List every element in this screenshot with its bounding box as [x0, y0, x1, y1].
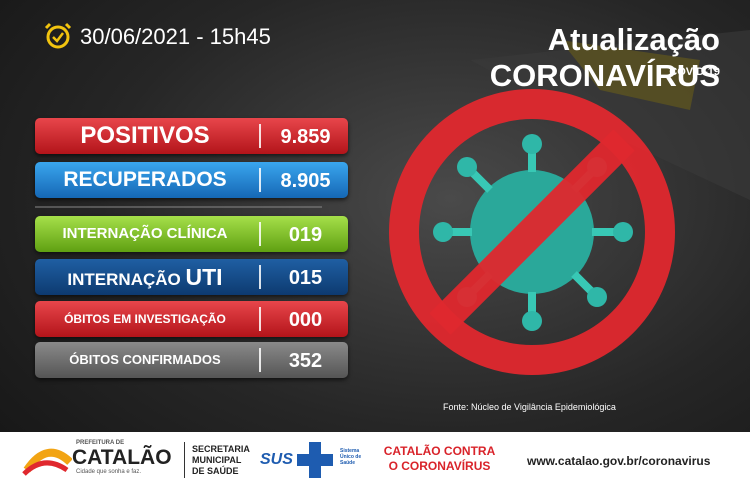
stat-label: RECUPERADOS	[35, 162, 255, 198]
secretariat-line: DE SAÚDE	[192, 466, 239, 476]
logo-caption: PREFEITURA DE	[76, 440, 125, 446]
stat-label: ÓBITOS EM INVESTIGAÇÃO	[35, 301, 255, 337]
sus-logo: SUS	[260, 451, 293, 468]
stat-value: 8.905	[280, 170, 331, 192]
stat-row: POSITIVOS 9.859	[35, 118, 348, 154]
campaign-line: O CORONAVÍRUS	[388, 459, 491, 473]
stat-value: 352	[288, 350, 323, 372]
stat-label: INTERNAÇÃO CLÍNICA	[35, 216, 255, 252]
stat-label-emphasis: UTI	[185, 264, 223, 290]
stat-row: INTERNAÇÃO UTI 015	[35, 259, 348, 295]
stat-value: 015	[288, 267, 323, 289]
virus-prohibited-icon	[389, 89, 675, 375]
stat-label: INTERNAÇÃO UTI	[35, 259, 255, 295]
stat-label-text: POSITIVOS	[80, 122, 210, 149]
stat-value: 9.859	[280, 126, 331, 148]
stat-row: ÓBITOS CONFIRMADOS 352	[35, 342, 348, 378]
separator	[259, 222, 261, 246]
stat-label-text: INTERNAÇÃO	[67, 270, 181, 289]
stat-label-text: RECUPERADOS	[63, 168, 227, 191]
campaign: CATALÃO CONTRA O CORONAVÍRUS	[372, 444, 507, 474]
stat-label-text: ÓBITOS EM INVESTIGAÇÃO	[64, 312, 226, 326]
sus-caption: Sistema Único de Saúde	[340, 448, 362, 466]
separator	[259, 168, 261, 192]
website: www.catalao.gov.br/coronavirus	[527, 454, 711, 468]
secretariat-line: SECRETARIA	[192, 444, 250, 454]
stat-value: 000	[288, 309, 323, 331]
separator	[259, 124, 261, 148]
stat-label-text: ÓBITOS CONFIRMADOS	[69, 352, 221, 367]
separator	[259, 348, 261, 372]
stat-row: ÓBITOS EM INVESTIGAÇÃO 000	[35, 301, 348, 337]
background-art	[35, 22, 750, 375]
stat-row: RECUPERADOS 8.905	[35, 162, 348, 198]
logo-slogan: Cidade que sonha e faz.	[76, 469, 142, 475]
title: Atualização CORONAVÍRUS	[489, 22, 720, 93]
subtitle: COVID-19	[669, 66, 720, 78]
stat-row: INTERNAÇÃO CLÍNICA 019	[35, 216, 348, 252]
stat-label-text: INTERNAÇÃO CLÍNICA	[62, 225, 228, 242]
separator	[259, 307, 261, 331]
stat-value: 019	[288, 224, 323, 246]
logo-name: CATALÃO	[72, 446, 172, 469]
stat-label: ÓBITOS CONFIRMADOS	[35, 342, 255, 378]
date-time: 30/06/2021 - 15h45	[80, 24, 271, 49]
separator	[259, 265, 261, 289]
sus-cross	[297, 442, 333, 478]
source-note: Fonte: Núcleo de Vigilância Epidemiológi…	[443, 402, 616, 412]
city-logo-icon	[22, 448, 72, 476]
stat-label: POSITIVOS	[35, 118, 255, 154]
secretariat-line: MUNICIPAL	[192, 455, 242, 465]
secretariat: SECRETARIA MUNICIPAL DE SAÚDE	[192, 444, 250, 477]
campaign-line: CATALÃO CONTRA	[383, 444, 496, 458]
footer: PREFEITURA DE CATALÃO Cidade que sonha e…	[0, 432, 750, 497]
clock-icon	[44, 22, 72, 49]
